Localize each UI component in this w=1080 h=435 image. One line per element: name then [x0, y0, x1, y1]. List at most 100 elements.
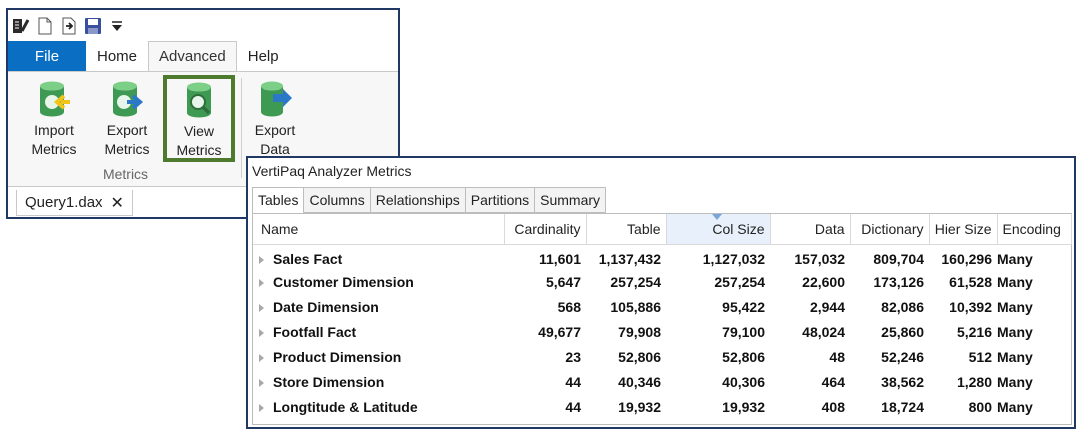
cell-dictionary: 809,704 — [873, 250, 924, 267]
column-header-data[interactable]: Data — [770, 214, 851, 245]
cell-name: Sales Fact — [253, 244, 504, 269]
cell-table: 40,346 — [618, 373, 661, 390]
cell-col-size: 257,254 — [714, 273, 765, 290]
expand-row-icon[interactable] — [259, 278, 264, 287]
tab-home[interactable]: Home — [97, 48, 138, 65]
document-tab-label: Query1.dax — [25, 194, 103, 211]
cell-col-size: 52,806 — [722, 348, 765, 365]
cell-cardinality: 568 — [557, 298, 581, 315]
cell-encoding: Many — [997, 298, 1033, 315]
cell-data: 2,944 — [809, 298, 845, 315]
cell-encoding: Many — [997, 373, 1033, 390]
cell-name: Store Dimension — [253, 369, 504, 394]
open-file-icon[interactable] — [60, 17, 78, 35]
cell-col-size: 1,127,032 — [702, 250, 765, 267]
cell-cardinality: 49,677 — [538, 323, 581, 340]
expand-row-icon[interactable] — [259, 303, 264, 312]
cell-cardinality: 44 — [565, 398, 581, 415]
cell-data: 48 — [829, 348, 845, 365]
cell-dictionary: 38,562 — [881, 373, 924, 390]
export-metrics-label-1: Export — [106, 122, 148, 138]
table-row[interactable]: Customer Dimension 5,647 257,254 257,254 22,… — [253, 269, 1071, 294]
export-metrics-button[interactable]: Export Metrics — [96, 80, 158, 159]
cell-table: 79,908 — [618, 323, 661, 340]
cell-hier-size: 10,392 — [949, 298, 992, 315]
row-name-label: Product Dimension — [273, 348, 402, 365]
new-file-icon[interactable] — [36, 17, 54, 35]
table-row[interactable]: Product Dimension 23 52,806 52,806 48 52,246 5… — [253, 344, 1071, 369]
table-row[interactable]: Longtitude & Latitude 44 19,932 19,932 408 18… — [253, 394, 1071, 419]
cell-name: Longtitude & Latitude — [253, 394, 504, 419]
column-header-col-size[interactable]: Col Size — [666, 214, 771, 245]
table-row[interactable]: Store Dimension 44 40,346 40,306 464 38,562 1,… — [253, 369, 1071, 394]
column-header-encoding[interactable]: Encoding — [997, 214, 1072, 245]
cell-cardinality: 23 — [565, 348, 581, 365]
cell-table: 52,806 — [618, 348, 661, 365]
tab-columns[interactable]: Columns — [303, 187, 371, 213]
import-metrics-label-1: Import — [34, 122, 74, 138]
cell-table: 19,932 — [618, 398, 661, 415]
tab-tables[interactable]: Tables — [252, 187, 305, 214]
cell-name: Footfall Fact — [253, 319, 504, 344]
document-tab[interactable]: Query1.dax ✕ — [16, 190, 133, 216]
grid-header-row: Name Cardinality Table Col Size Data Dic… — [253, 214, 1072, 245]
vertipaq-metrics-window: VertiPaq Analyzer Metrics Tables Columns… — [246, 156, 1076, 429]
view-metrics-label-2: Metrics — [176, 142, 222, 158]
ribbon-group-divider — [241, 78, 242, 178]
cell-dictionary: 25,860 — [881, 323, 924, 340]
column-header-name[interactable]: Name — [253, 214, 505, 245]
column-header-table[interactable]: Table — [586, 214, 667, 245]
export-metrics-label-2: Metrics — [104, 141, 150, 157]
cell-table: 105,886 — [610, 298, 661, 315]
table-row[interactable]: Date Dimension 568 105,886 95,422 2,944 82,08… — [253, 294, 1071, 319]
save-icon[interactable] — [84, 17, 102, 35]
import-metrics-label-2: Metrics — [31, 141, 77, 157]
close-icon[interactable]: ✕ — [110, 194, 124, 212]
table-row[interactable]: Footfall Fact 49,677 79,908 79,100 48,024 25,… — [253, 319, 1071, 344]
expand-row-icon[interactable] — [259, 378, 264, 387]
view-metrics-button[interactable]: View Metrics — [163, 75, 235, 162]
table-row[interactable]: Sales Fact 11,601 1,137,432 1,127,032 157,03… — [253, 244, 1071, 269]
metrics-grid: Name Cardinality Table Col Size Data Dic… — [252, 213, 1072, 425]
row-name-label: Footfall Fact — [273, 323, 357, 340]
column-header-hier-size[interactable]: Hier Size — [929, 214, 998, 245]
row-name-label: Customer Dimension — [273, 273, 414, 290]
view-metrics-label-1: View — [183, 123, 215, 139]
cell-data: 464 — [821, 373, 845, 390]
cell-hier-size: 160,296 — [941, 250, 992, 267]
expand-row-icon[interactable] — [259, 256, 264, 265]
cell-dictionary: 82,086 — [881, 298, 924, 315]
import-metrics-button[interactable]: Import Metrics — [23, 80, 85, 159]
cell-hier-size: 512 — [968, 348, 992, 365]
cell-data: 157,032 — [794, 250, 845, 267]
tab-relationships[interactable]: Relationships — [369, 187, 466, 213]
row-name-label: Date Dimension — [273, 298, 379, 315]
expand-row-icon[interactable] — [259, 353, 264, 362]
cell-data: 48,024 — [802, 323, 845, 340]
tab-help[interactable]: Help — [247, 48, 279, 65]
cell-dictionary: 173,126 — [873, 273, 924, 290]
customize-toolbar-icon[interactable] — [108, 17, 126, 35]
column-header-cardinality[interactable]: Cardinality — [504, 214, 587, 245]
app-logo-icon[interactable] — [12, 17, 30, 35]
window-title: VertiPaq Analyzer Metrics — [252, 163, 412, 179]
cell-encoding: Many — [997, 273, 1033, 290]
expand-row-icon[interactable] — [259, 403, 264, 412]
export-data-label-1: Export — [254, 122, 296, 138]
cell-table: 1,137,432 — [598, 250, 661, 267]
column-header-dictionary[interactable]: Dictionary — [850, 214, 930, 245]
tab-partitions[interactable]: Partitions — [464, 187, 536, 213]
expand-row-icon[interactable] — [259, 328, 264, 337]
export-data-button[interactable]: Export Data — [244, 80, 306, 159]
view-metrics-icon — [187, 82, 211, 118]
row-name-label: Store Dimension — [273, 373, 385, 390]
tab-file[interactable]: File — [8, 41, 86, 71]
export-metrics-icon — [113, 81, 144, 117]
cell-dictionary: 52,246 — [881, 348, 924, 365]
tab-advanced[interactable]: Advanced — [148, 41, 237, 71]
cell-col-size: 40,306 — [722, 373, 765, 390]
cell-hier-size: 5,216 — [956, 323, 992, 340]
cell-data: 22,600 — [802, 273, 845, 290]
tab-summary[interactable]: Summary — [534, 187, 607, 213]
cell-name: Customer Dimension — [253, 269, 504, 294]
